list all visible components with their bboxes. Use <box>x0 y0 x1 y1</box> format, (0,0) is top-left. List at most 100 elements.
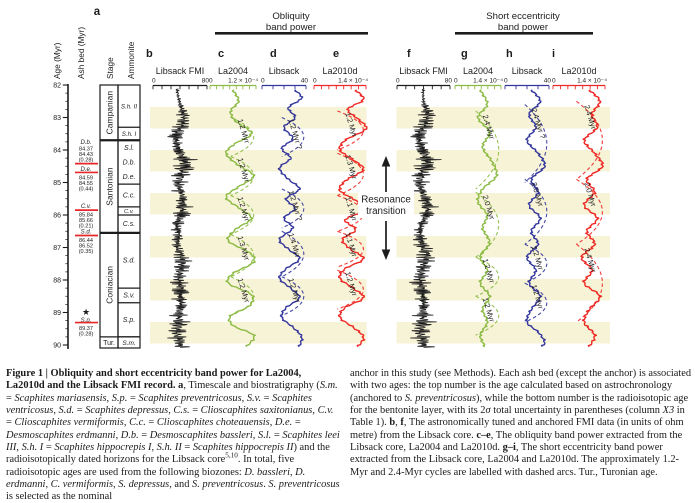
stage-label: Campanian <box>104 91 114 135</box>
ash-bed-age: (0.21) <box>79 223 94 229</box>
caption-text-segment: Scaphites preventricosus <box>138 392 242 404</box>
column-header-stage: Stage <box>105 57 115 79</box>
obliquity-header-bar <box>215 32 368 35</box>
zone-label: C.v. <box>124 209 134 215</box>
caption-text-segment: = <box>189 405 201 417</box>
stage-label: Tur. <box>103 340 115 347</box>
timescale: 82 83 84 85 86 87 88 89 90 Age (Myr) Ash bed (Myr)… <box>52 27 141 350</box>
panel-letter-f: f <box>407 48 411 60</box>
column-header-ammonite: Ammonite <box>126 41 136 79</box>
ash-bed-age: (0.44) <box>79 186 94 192</box>
caption-text-segment: S.h. II <box>156 442 182 454</box>
cycle-arc <box>337 230 364 268</box>
caption-text-segment: C.s. <box>173 405 190 417</box>
ash-bed-label: S.d. <box>81 230 92 236</box>
ash-bed-age: 85.66 <box>79 218 93 224</box>
cycle-arc <box>230 194 254 236</box>
zone-label: S.p. <box>123 317 136 324</box>
caption-text-segment: Desmoscaphites bassleri <box>149 429 253 441</box>
anchor-label: S.p. <box>81 318 92 324</box>
panel-letter-e: e <box>333 48 339 60</box>
panel-title-g: La2004 <box>463 66 493 76</box>
caption-text-segment: 5,10 <box>225 451 238 460</box>
stripe <box>150 236 367 258</box>
caption-text-segment: , <box>395 417 401 429</box>
caption-text-segment: D.e. <box>274 417 293 429</box>
column-header-ashbed: Ash bed (Myr) <box>76 27 86 79</box>
axis-min-label: 0 <box>396 78 400 85</box>
caption-text-segment: = <box>127 392 139 404</box>
band-power-curve <box>524 89 547 348</box>
cycle-arc <box>576 178 603 245</box>
caption-text-segment: S.d. <box>58 405 75 417</box>
caption-text-segment: , The obliquity band power extracted fro… <box>350 429 683 454</box>
caption-column-left: Figure 1 | Obliquity and short eccentric… <box>6 368 340 503</box>
zone-label: S.m. <box>122 340 136 347</box>
caption-text-segment: S. depressus <box>118 479 170 491</box>
zone-label: D.b. <box>123 159 136 166</box>
caption-text-segment: , Timescale and biostratigraphy ( <box>183 380 320 392</box>
fmi-trace <box>167 88 198 348</box>
ammonite-column-box <box>117 84 141 349</box>
panel-title-h: Libsack <box>512 66 543 76</box>
cycle-arc <box>281 276 305 317</box>
caption-text-segment: = <box>74 405 86 417</box>
caption-text-segment: . <box>263 479 269 491</box>
panel-letter-d: d <box>270 48 277 60</box>
band-power-curve <box>580 89 604 348</box>
caption-text-segment: = <box>43 442 55 454</box>
caption-text-segment: S.h. I <box>21 442 44 454</box>
caption-text-segment: total uncertainty in parentheses (column <box>490 405 663 417</box>
anchor-star-icon: ★ <box>82 307 90 317</box>
caption-text-segment: , <box>53 405 59 417</box>
caption-text-segment: , <box>16 442 22 454</box>
caption-text-segment: C. vermiformis <box>50 479 114 491</box>
caption-column-right: anchor in this study (see Methods). Each… <box>350 368 692 479</box>
axis-min-label: 0 <box>313 78 317 85</box>
axis-min-label: 0 <box>552 78 556 85</box>
caption-text-segment: , <box>312 405 318 417</box>
cycle-arc <box>576 100 603 180</box>
resonance-down-arrowhead <box>381 249 391 260</box>
stripe <box>396 322 610 344</box>
caption-text-segment: Clioscaphites choteauensis <box>156 417 270 429</box>
cycle-arc <box>475 295 499 336</box>
caption-text-segment: Clioscaphites vermiformis <box>14 417 124 429</box>
caption-text-segment: is selected as the nominal <box>6 491 113 503</box>
axis-min-label: 0 <box>454 78 458 85</box>
ash-bed-age: 85.84 <box>79 212 93 218</box>
panel-f: f Libsack FMI 0 80 <box>396 48 452 348</box>
zone-label: S.h. II <box>121 103 137 110</box>
age-tick-label: 86 <box>53 213 61 220</box>
ash-bed-age: (0.35) <box>79 249 94 255</box>
band-power-curve <box>475 89 499 348</box>
caption-text-segment: a <box>178 380 184 392</box>
band-power-curve <box>337 89 368 348</box>
caption-text-segment: S. preventricosus <box>268 479 340 491</box>
zone-label: S.l. <box>124 145 134 152</box>
caption-text-segment: = <box>292 417 301 429</box>
cycle-arc <box>576 243 603 323</box>
panel-title-i: La2010d <box>561 66 596 76</box>
stage-label: Coniacian <box>104 266 114 304</box>
obliquity-header-line1: Obliquity <box>272 11 310 22</box>
anchor-age: (0.28) <box>79 332 94 338</box>
caption-text-segment: = <box>261 392 273 404</box>
caption-text-segment: = <box>6 417 15 429</box>
age-tick-label: 89 <box>53 310 61 317</box>
axis-min-label: 0 <box>209 78 213 85</box>
eccentricity-header-line1: Short eccentricity <box>486 11 560 22</box>
panel-letter-g: g <box>461 48 468 60</box>
age-tick-label: 85 <box>53 180 61 187</box>
background-stripes <box>150 107 610 344</box>
caption-text-segment: = <box>138 429 150 441</box>
axis-min-label: 0 <box>261 78 265 85</box>
cycle-arc <box>281 188 305 229</box>
stripe <box>150 150 367 172</box>
caption-text-segment: , <box>289 466 296 478</box>
resonance-annotation: Resonance transition <box>358 156 414 260</box>
obliquity-header: Obliquity band power <box>215 11 368 35</box>
cycle-arc <box>230 155 254 197</box>
